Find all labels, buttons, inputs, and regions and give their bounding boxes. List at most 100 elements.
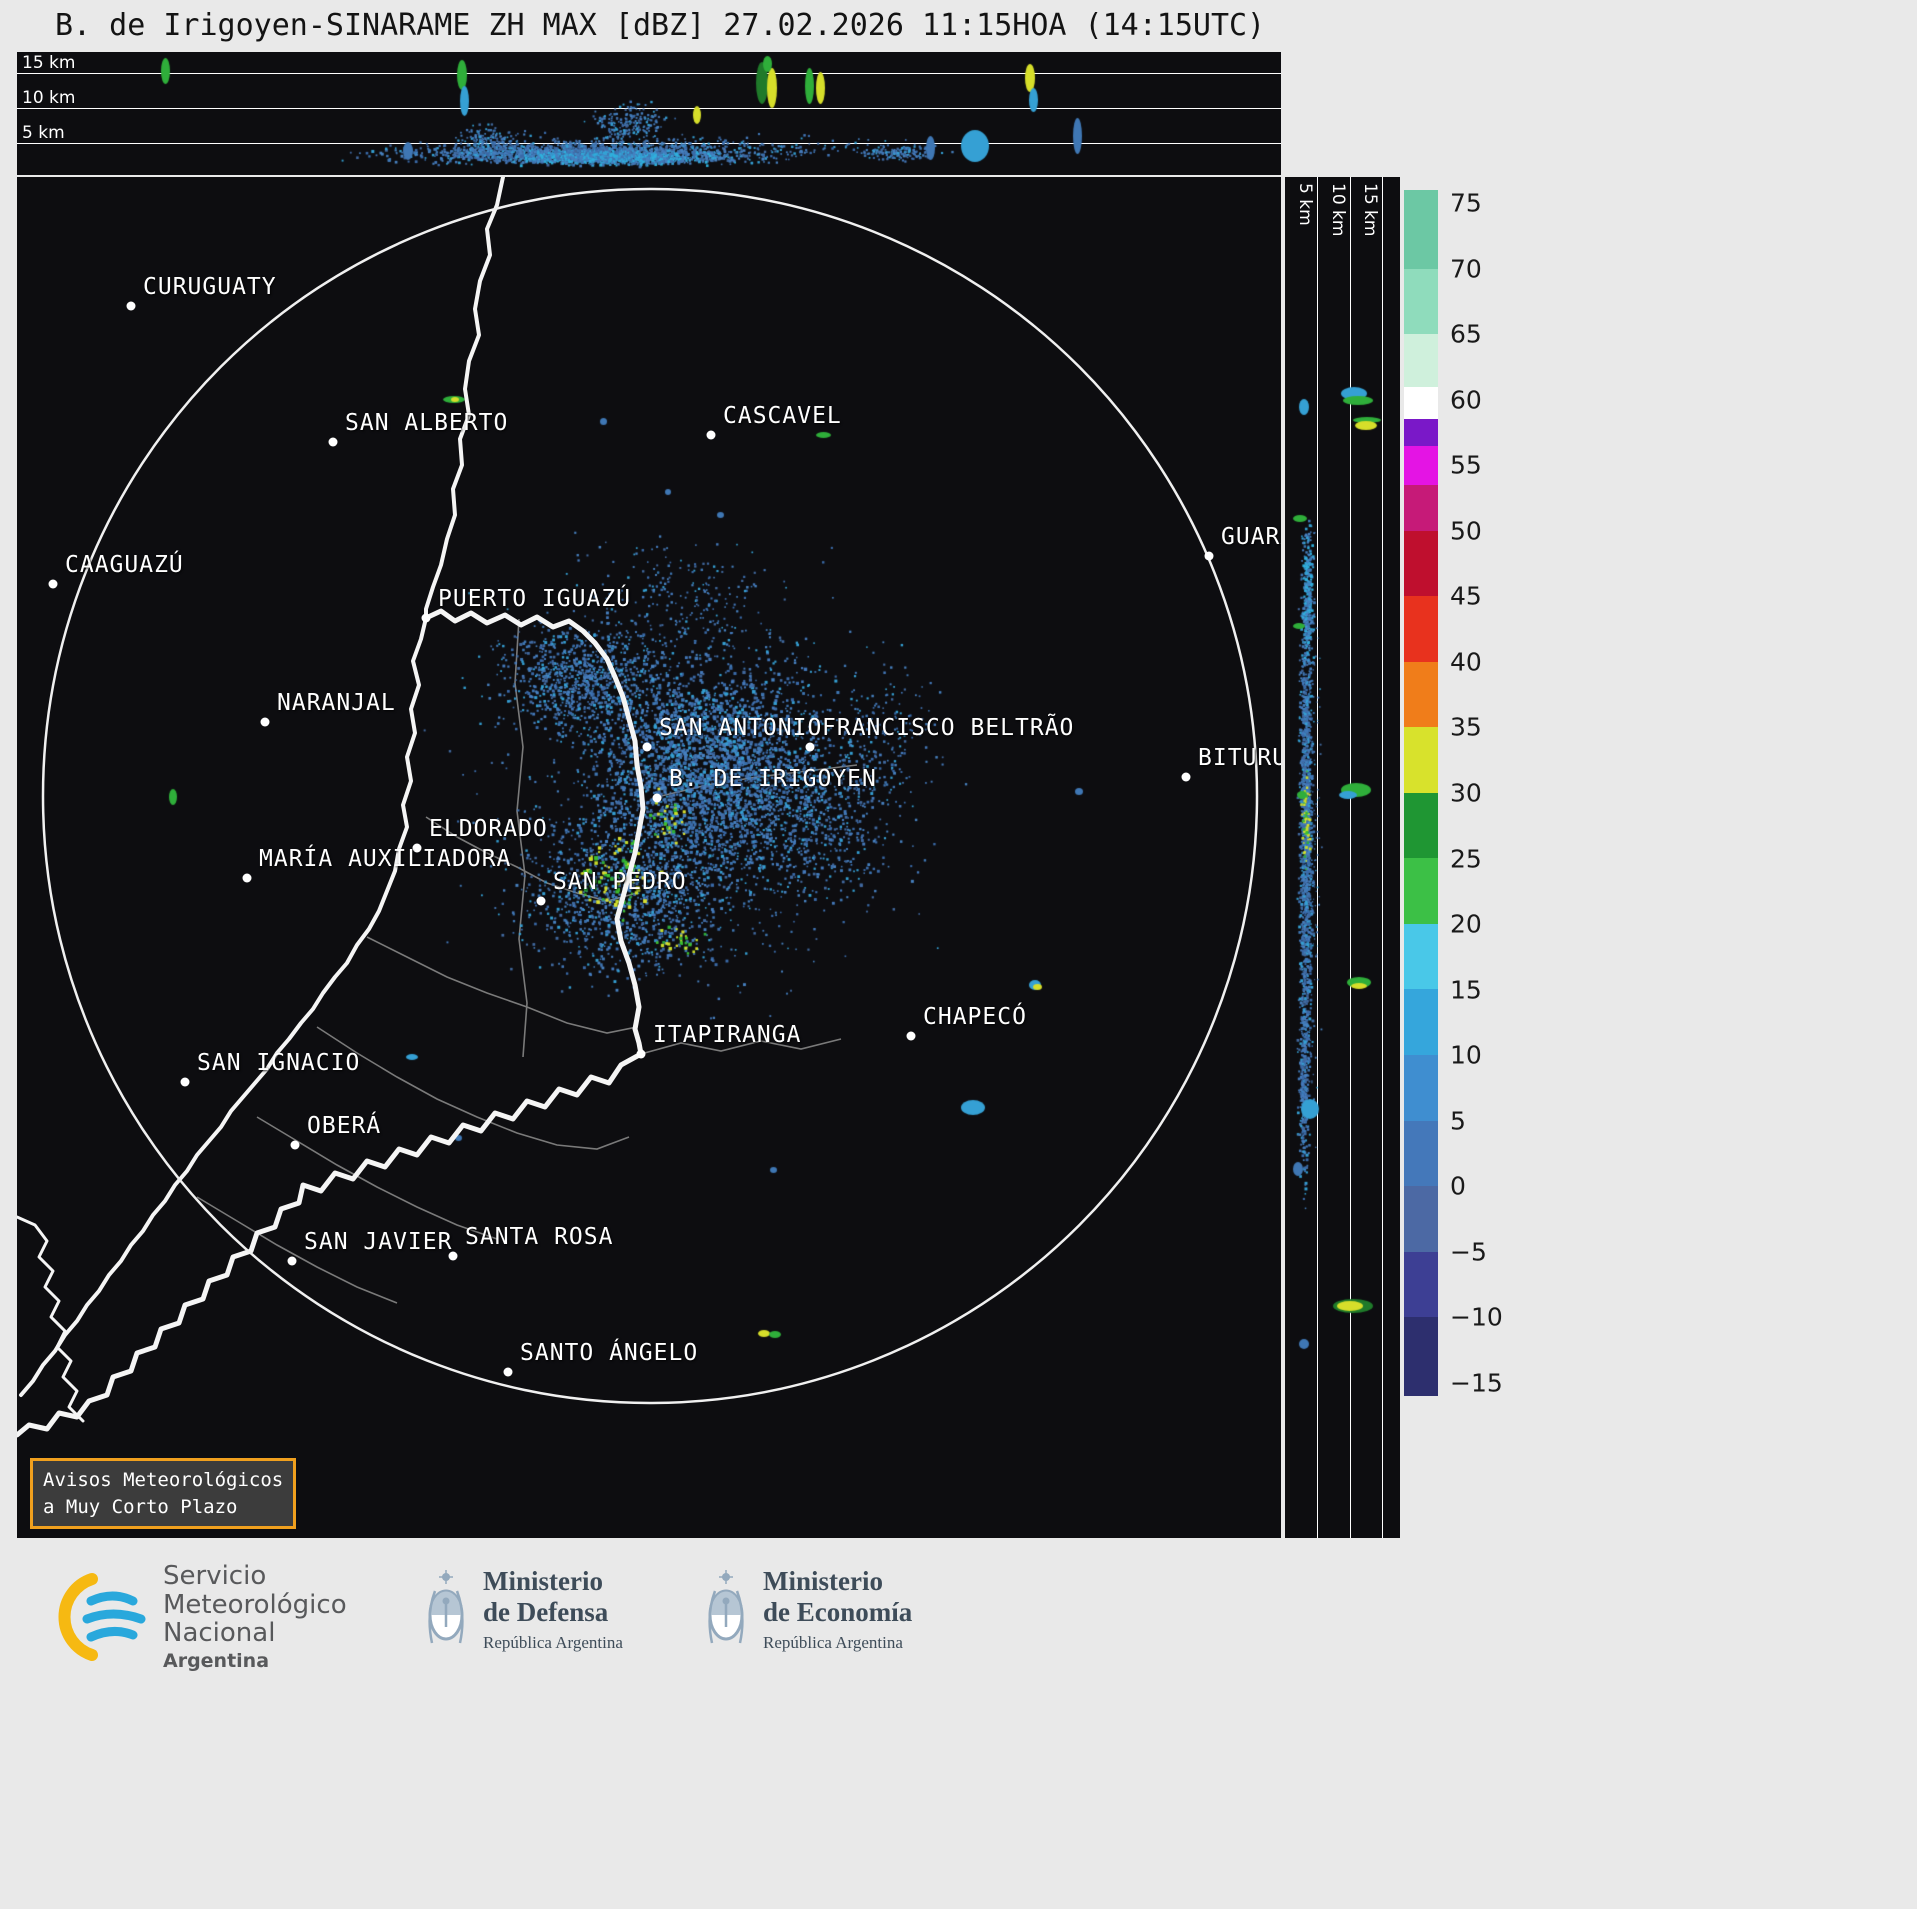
colorbar-tick-label: 35 — [1450, 712, 1482, 742]
colorbar-segment — [1404, 792, 1438, 859]
colorbar-segment — [1404, 484, 1438, 531]
city-label: BITURUNA — [1198, 745, 1281, 771]
product-title: B. de Irigoyen-SINARAME ZH MAX [dBZ] 27.… — [55, 8, 1266, 43]
colorbar-segment — [1404, 445, 1438, 485]
colorbar-tick-label: 10 — [1450, 1040, 1482, 1070]
colorbar-segment — [1404, 923, 1438, 990]
city-label: ITAPIRANGA — [653, 1022, 802, 1048]
smn-logo-icon — [58, 1572, 146, 1661]
defensa-sub: República Argentina — [483, 1633, 623, 1653]
city-dot — [328, 437, 338, 447]
city-label: MARÍA AUXILIADORA — [259, 846, 512, 872]
ppi-map-panel: CURUGUATY SAN ALBERTO CASCAVEL CAAGUAZÚ GUAR… — [17, 177, 1281, 1538]
colorbar-tick-label: 70 — [1450, 254, 1482, 284]
right-height-profile-panel: 5 km10 km15 km — [1285, 177, 1400, 1538]
city-label: SANTA ROSA — [465, 1224, 614, 1250]
top-height-profile-panel: 15 km10 km5 km — [17, 52, 1281, 175]
colorbar-segment — [1404, 596, 1438, 662]
colorbar-tick-label: 40 — [1450, 647, 1482, 677]
rivers-and-range-circle-layer — [17, 177, 1259, 1438]
smn-line2: Meteorológico — [163, 1589, 347, 1620]
colorbar-segment — [1404, 661, 1438, 728]
colorbar-segment — [1404, 1317, 1438, 1396]
colorbar-segment — [1404, 190, 1438, 269]
colorbar-tick-label: 5 — [1450, 1106, 1466, 1136]
city-dot — [503, 1367, 513, 1377]
city-dot — [652, 793, 662, 803]
colorbar-tick-label: 50 — [1450, 516, 1482, 546]
economia-line1: Ministerio — [763, 1566, 883, 1596]
colorbar-tick-label: 45 — [1450, 581, 1482, 611]
argentina-coat-of-arms-icon — [428, 1569, 464, 1643]
warning-line1: Avisos Meteorológicos — [43, 1469, 284, 1491]
city-label: SANTO ÁNGELO — [520, 1340, 699, 1366]
colorbar-segment — [1404, 419, 1438, 446]
city-dot — [412, 843, 422, 853]
city-label: FRANCISCO BELTRÃO — [822, 715, 1075, 741]
colorbar-segment — [1404, 1055, 1438, 1121]
warning-badge: Avisos Meteorológicos a Muy Corto Plazo — [30, 1458, 297, 1530]
colorbar-tick-label: 55 — [1450, 450, 1482, 480]
colorbar-tick-label: −15 — [1450, 1368, 1503, 1398]
city-dot — [242, 873, 252, 883]
city-dot — [805, 742, 815, 752]
colorbar-tick-label: 65 — [1450, 319, 1482, 349]
city-dot — [260, 717, 270, 727]
colorbar-segment — [1404, 268, 1438, 335]
city-label: GUARAPUAVA — [1221, 524, 1281, 550]
city-dot — [1204, 551, 1214, 561]
city-dot — [636, 1049, 646, 1059]
warning-line2: a Muy Corto Plazo — [43, 1495, 238, 1518]
city-label: CASCAVEL — [723, 403, 842, 429]
colorbar-tick-label: 15 — [1450, 975, 1482, 1005]
city-label: SAN PEDRO — [553, 869, 687, 895]
ministry-economia-group: Ministerio de Economía República Argenti… — [705, 1566, 912, 1653]
colorbar-tick-label: 75 — [1450, 188, 1482, 218]
right-profile-echo-canvas — [1285, 177, 1400, 1538]
argentina-coat-of-arms-icon — [708, 1569, 744, 1643]
city-dot — [1181, 772, 1191, 782]
city-label: NARANJAL — [277, 690, 396, 716]
smn-line3: Nacional — [163, 1618, 276, 1649]
colorbar-segment — [1404, 530, 1438, 597]
colorbar-segment — [1404, 727, 1438, 793]
colorbar-tick-label: 60 — [1450, 385, 1482, 415]
colorbar-segment — [1404, 1120, 1438, 1187]
colorbar-tick-label: −10 — [1450, 1302, 1503, 1332]
city-dot — [287, 1256, 297, 1266]
radar-echo-canvas — [17, 177, 1281, 1538]
city-label: CURUGUATY — [143, 274, 277, 300]
colorbar-segment — [1404, 1251, 1438, 1318]
city-label: SAN IGNACIO — [197, 1050, 361, 1076]
city-label: CHAPECÓ — [923, 1004, 1027, 1030]
city-dot — [706, 430, 716, 440]
defensa-line2: de Defensa — [483, 1597, 609, 1628]
city-dot — [536, 896, 546, 906]
smn-logo-group: Servicio Meteorológico Nacional Argentin… — [55, 1562, 347, 1672]
colorbar-tick-label: 30 — [1450, 778, 1482, 808]
city-label: SAN ANTONIO — [659, 715, 823, 741]
smn-country: Argentina — [163, 1649, 270, 1672]
city-dot — [290, 1140, 300, 1150]
colorbar-segment — [1404, 386, 1438, 420]
dbz-colorbar — [1404, 190, 1438, 1396]
city-dot — [421, 613, 431, 623]
city-dot — [180, 1077, 190, 1087]
city-dot — [448, 1251, 458, 1261]
city-label: B. DE IRIGOYEN — [669, 766, 877, 792]
city-label: SAN ALBERTO — [345, 410, 509, 436]
city-label: SAN JAVIER — [304, 1229, 453, 1255]
economia-sub: República Argentina — [763, 1633, 903, 1653]
economia-line2: de Economía — [763, 1597, 913, 1628]
top-profile-echo-canvas — [17, 52, 1281, 175]
colorbar-tick-label: 25 — [1450, 844, 1482, 874]
defensa-line1: Ministerio — [483, 1566, 603, 1596]
city-label: PUERTO IGUAZÚ — [438, 586, 632, 612]
smn-line1: Servicio — [163, 1561, 267, 1591]
colorbar-segment — [1404, 1186, 1438, 1252]
city-dot — [906, 1031, 916, 1041]
city-dot — [126, 301, 136, 311]
footer-logos-strip: Servicio Meteorológico Nacional Argentin… — [0, 1538, 1917, 1909]
colorbar-segment — [1404, 334, 1438, 387]
city-label: ELDORADO — [429, 816, 548, 842]
